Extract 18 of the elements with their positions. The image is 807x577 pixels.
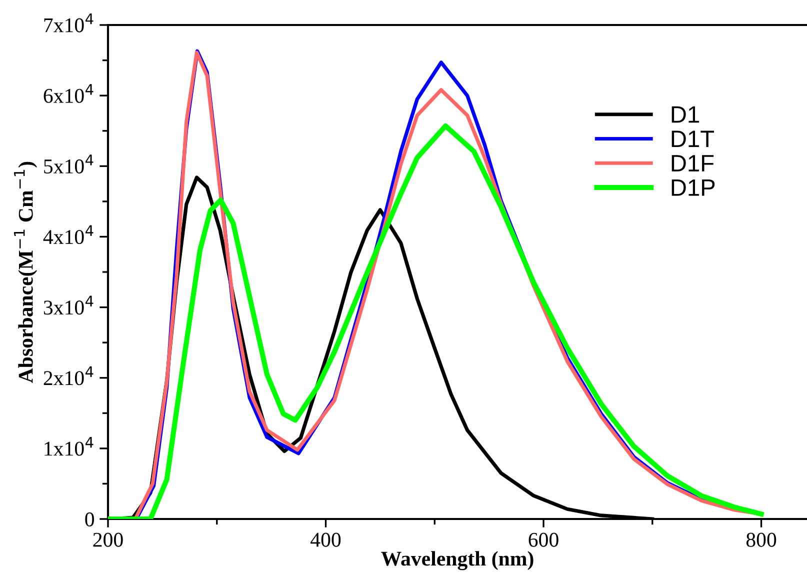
x-tick-label: 600 bbox=[528, 532, 558, 547]
y-tick-label: 6x10$^{4}$ bbox=[44, 84, 94, 103]
x-tick-label: 800 bbox=[746, 532, 776, 547]
legend-label: D1P bbox=[672, 180, 715, 196]
x-axis-title: Wavelength (nm) bbox=[381, 551, 534, 570]
y-tick-label: 4x10$^{4}$ bbox=[43, 225, 94, 244]
legend-label: D1T bbox=[672, 130, 714, 148]
y-tick-label: 0 bbox=[85, 512, 94, 526]
y-tick-label: 1x10$^{4}$ bbox=[44, 436, 94, 456]
y-tick-label: 7x10$^{4}$ bbox=[44, 14, 94, 32]
legend-label: D1F bbox=[672, 155, 714, 172]
legend-label: D1 bbox=[672, 106, 699, 123]
x-tick-label: 200 bbox=[93, 532, 123, 547]
y-tick-label: 5x10$^{4}$ bbox=[44, 154, 94, 174]
y-axis-title: Absorbance(M$^{−1}$ Cm$^{−1}$) bbox=[14, 162, 38, 383]
y-tick-label: 2x10$^{4}$ bbox=[44, 366, 94, 386]
x-tick-label: 400 bbox=[310, 532, 341, 547]
y-tick-label: 3x10$^{4}$ bbox=[44, 296, 94, 315]
